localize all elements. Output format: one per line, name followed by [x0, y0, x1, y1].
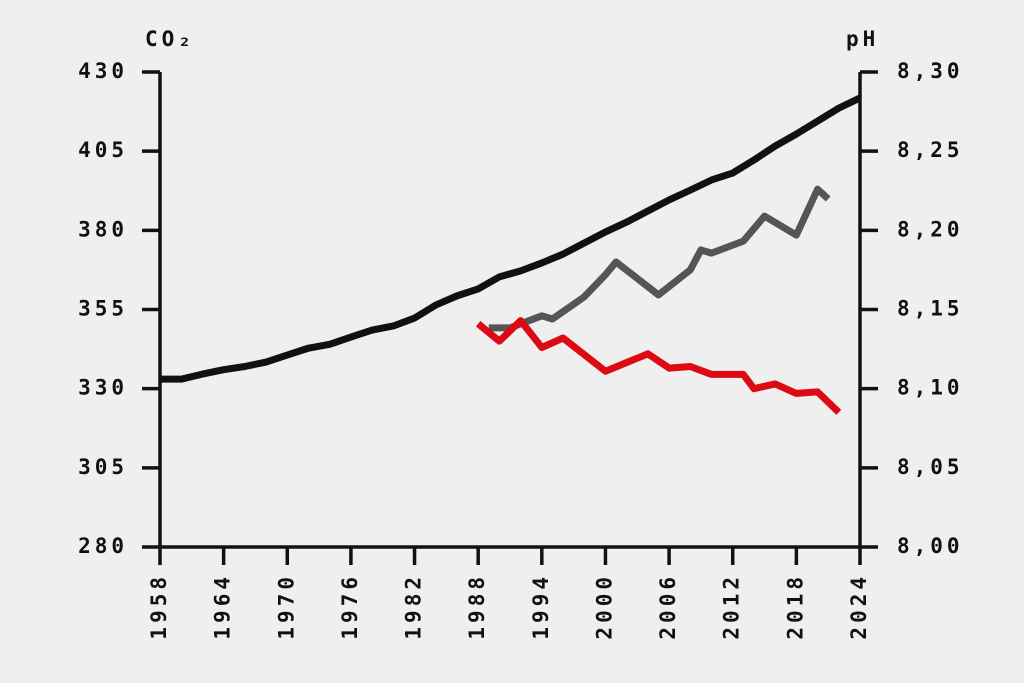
y-tick-label: 405: [78, 138, 128, 162]
y-tick-label: 430: [78, 59, 128, 83]
y-tick-label: 330: [78, 376, 128, 400]
y2-tick-label: 8,15: [897, 297, 964, 321]
line-series: [475, 317, 842, 415]
y-axis-label: CO₂: [145, 27, 195, 51]
x-tick-label: 1994: [529, 573, 553, 640]
y-tick-label: 280: [78, 534, 128, 558]
x-tick-label: 2018: [783, 573, 807, 640]
y2-tick-label: 8,25: [897, 138, 964, 162]
y2-tick-label: 8,05: [897, 455, 964, 479]
y2-tick-label: 8,30: [897, 59, 964, 83]
x-tick-label: 1964: [211, 573, 235, 640]
x-tick-label: 2012: [720, 573, 744, 640]
y2-tick-label: 8,20: [897, 217, 964, 241]
x-tick-label: 1988: [465, 573, 489, 640]
x-tick-label: 1976: [338, 573, 362, 640]
x-tick-label: 1982: [402, 573, 426, 640]
x-tick-label: 2006: [656, 573, 680, 640]
x-tick-label: 2000: [592, 573, 616, 640]
x-tick-label: 1958: [147, 573, 171, 640]
y2-tick-label: 8,00: [897, 534, 964, 558]
line-series: [160, 94, 862, 383]
x-tick-label: 2024: [847, 573, 871, 640]
x-tick-label: 1970: [274, 573, 298, 640]
y-tick-label: 305: [78, 455, 128, 479]
line-series: [488, 185, 831, 332]
y-tick-label: 380: [78, 217, 128, 241]
y-tick-label: 355: [78, 297, 128, 321]
y2-tick-label: 8,10: [897, 376, 964, 400]
y2-axis-label: pH: [846, 27, 879, 51]
